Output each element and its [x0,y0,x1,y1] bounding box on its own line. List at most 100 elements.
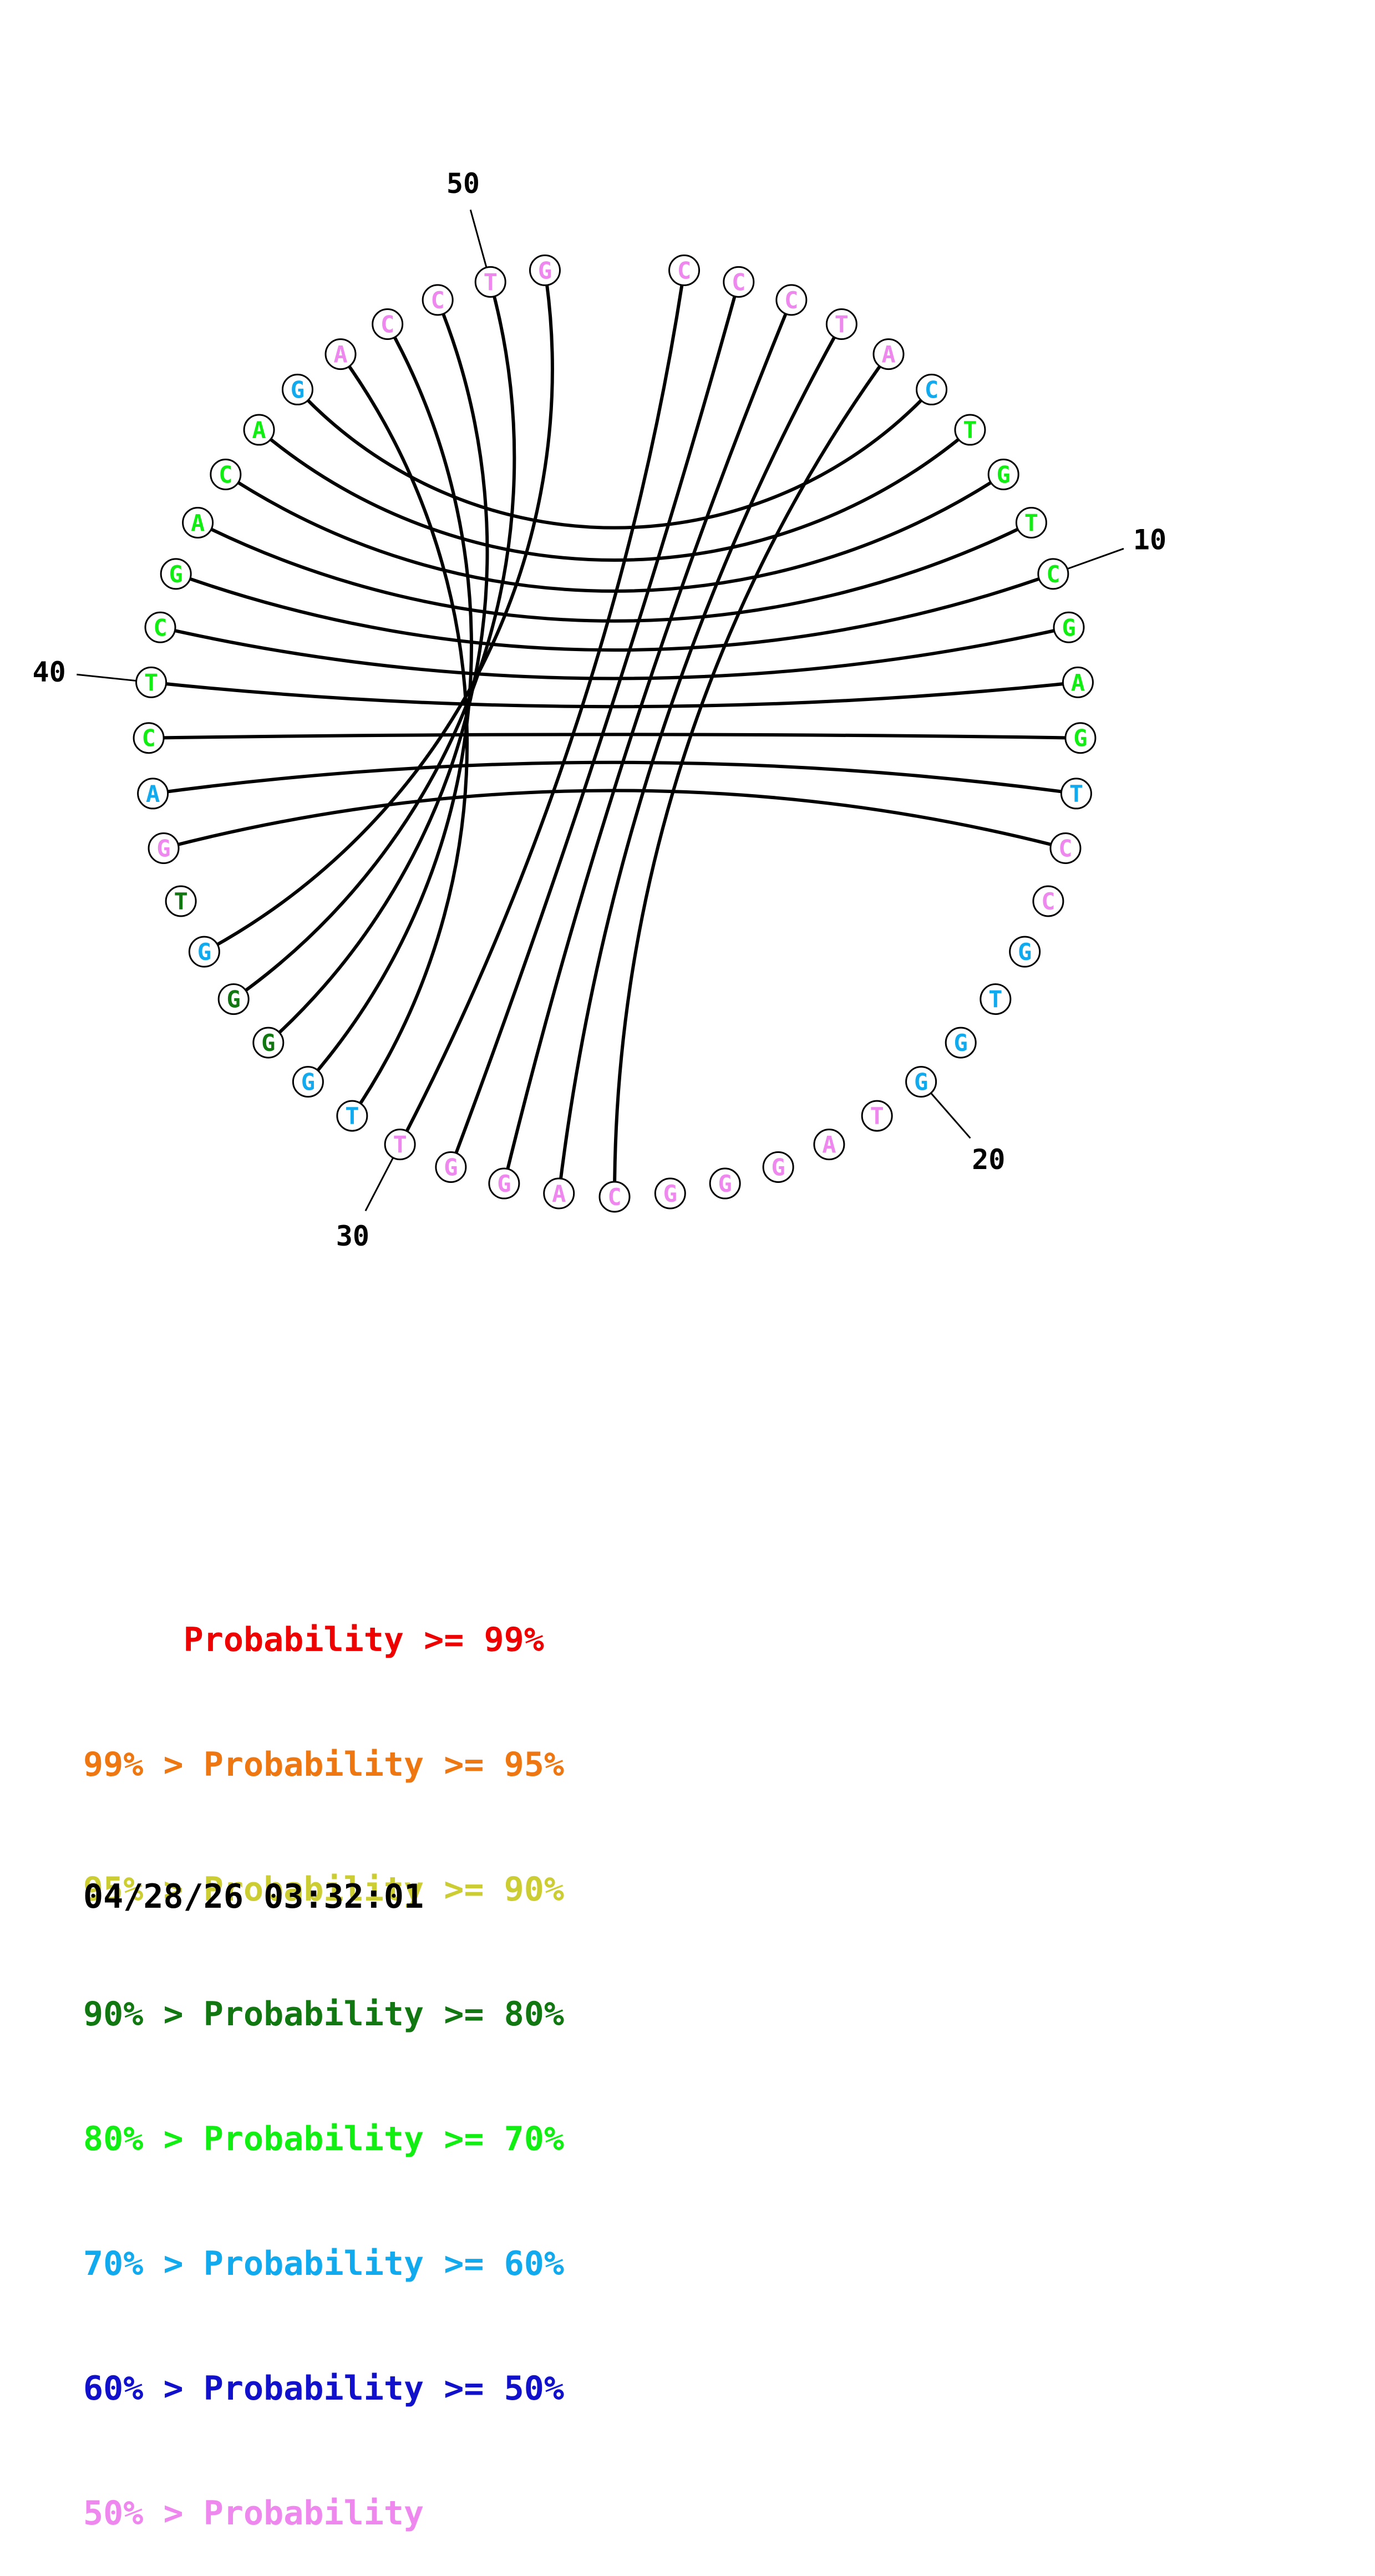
nucleotide-circle [252,1027,285,1059]
position-tick [77,673,136,682]
nucleotide-letter: T [1069,780,1083,807]
nucleotide-circle [1053,611,1085,643]
position-tick [364,1157,394,1212]
nucleotide-circle [954,414,986,446]
nucleotide-letter: A [552,1180,566,1207]
nucleotide-letter: T [345,1102,359,1130]
nucleotide-circle [813,1129,845,1161]
nucleotide-letter: T [835,311,849,338]
position-ticks: 10 20 30 40 50 [32,167,1166,1252]
nucleotide-circle [422,284,454,316]
nucleotide-letter: C [431,287,445,314]
nucleotide-circle [905,1066,937,1098]
nucleotide-letter: A [881,341,895,368]
nucleotide-letter: A [252,416,266,444]
nucleotide-letter: G [497,1170,511,1197]
nucleotide-circle [825,308,858,340]
nucleotide-letter: A [191,509,205,536]
nucleotide-circle [987,458,1019,490]
nucleotide-letter: G [169,561,183,588]
nucleotide-circle [281,373,313,405]
nucleotide-letter: G [771,1154,785,1181]
nucleotide-letter: T [1024,509,1038,536]
nucleotide-letter: G [954,1029,968,1056]
nucleotide-circle [529,254,561,286]
nucleotide-circle [384,1129,416,1161]
nucleotide-letter: T [484,268,498,296]
legend-row-90: 95% > Probability >= 90% [83,1870,564,1909]
nucleotide-letter: C [1046,561,1060,588]
position-tick [1067,547,1124,570]
nucleotide-circle [435,1151,467,1183]
legend-row-50: 60% > Probability >= 50% [83,2369,564,2408]
nucleotide-letter: C [141,725,155,752]
nucleotide-letter: T [393,1131,407,1159]
nucleotide-letter: C [732,268,745,296]
position-label: 10 [1133,524,1166,556]
nucleotide-letter: T [870,1102,884,1130]
nucleotide-letter: C [677,257,691,284]
nucleotide-circle [543,1177,575,1210]
nucleotide-circle [916,373,948,405]
nucleotide-circle [292,1066,324,1098]
pair-arc [398,270,686,1145]
nucleotide-circle [165,885,197,917]
pair-arc [557,323,843,1194]
pair-arc [153,760,1077,795]
nucleotide-letter: G [1073,725,1087,752]
legend-row-low: 50% > Probability [83,2494,424,2533]
nucleotide-letter: G [444,1154,458,1181]
nucleotide-letter: T [988,986,1002,1013]
nucleotide-circle [488,1167,520,1200]
nucleotide-circle [144,611,176,643]
pair-arc [225,472,1004,593]
nucleotide-circle [210,458,242,490]
pair-arc [449,281,740,1168]
nucleotide-letter: C [380,311,394,338]
nucleotide-letter: T [174,888,187,915]
nucleotide-circle [336,1100,368,1132]
nucleotide-circle [1009,936,1041,968]
nucleotide-circle [137,778,169,810]
nucleotide-circle [1060,778,1092,810]
pair-arc [613,353,890,1197]
nucleotide-letter: C [1058,835,1072,862]
nucleotide-letter: C [219,461,232,488]
nucleotide-circle [148,832,180,864]
position-tick [469,209,488,268]
nucleotide-letter: G [663,1180,677,1207]
position-label: 40 [32,656,65,688]
nucleotide-circle [182,506,214,538]
position-label: 20 [972,1144,1005,1176]
nucleotide-letter: G [1018,938,1032,966]
nucleotide-circle [217,983,250,1015]
nucleotide-letter: G [227,986,241,1013]
nucleotide-circle [243,414,275,446]
position-label: 50 [447,167,480,200]
nucleotide-letter: A [1071,669,1085,696]
nucleotide-circle [133,722,165,754]
legend-row-70: 80% > Probability >= 70% [83,2120,564,2158]
nucleotide-circle [598,1181,631,1213]
nucleotide-circle [474,266,506,298]
legend-row-95: 99% > Probability >= 95% [83,1745,564,1784]
nucleotide-circle [872,338,905,370]
legend-row-99: Probability >= 99% [83,1620,544,1659]
nucleotide-letter: G [1062,614,1075,641]
nucleotide-circle [372,308,404,340]
nucleotide-ring: C CCTACTGTCGAGTCCGTGGTAGGGCAGGTTGGGGTGACT… [133,254,1097,1213]
nucleotide-circle [1062,666,1094,698]
nucleotide-letter: G [156,835,170,862]
nucleotide-circle [668,254,701,286]
nucleotide-letter: C [607,1183,621,1211]
probability-legend: Probability >= 99% 99% > Probability >= … [83,1536,564,2576]
pair-arc [163,789,1066,850]
pair-arc [151,680,1078,708]
nucleotide-circle [654,1177,686,1210]
nucleotide-circle [945,1027,977,1059]
pair-arc [502,299,793,1184]
pair-arcs [149,270,1080,1197]
nucleotide-letter: G [997,461,1011,488]
nucleotide-circle [709,1167,741,1200]
